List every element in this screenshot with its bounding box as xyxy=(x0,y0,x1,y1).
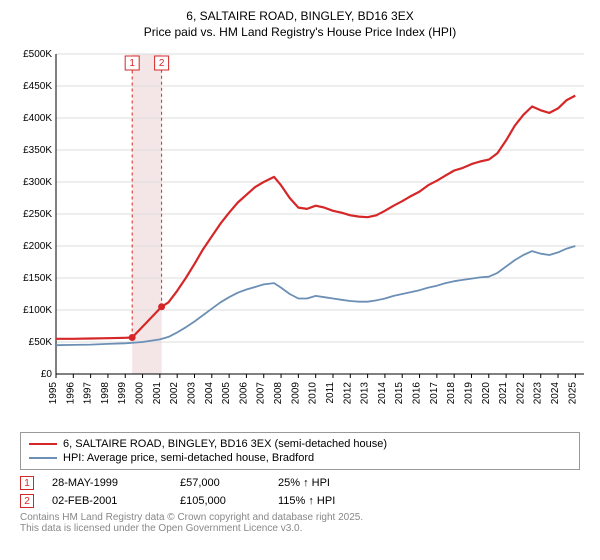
x-tick-label: 2020 xyxy=(481,382,492,405)
x-tick-label: 2004 xyxy=(204,382,215,405)
legend-swatch xyxy=(29,443,57,445)
x-tick-label: 2022 xyxy=(515,382,526,405)
legend-label: 6, SALTAIRE ROAD, BINGLEY, BD16 3EX (sem… xyxy=(63,438,387,450)
x-tick-label: 2019 xyxy=(463,382,474,405)
x-tick-label: 2013 xyxy=(360,382,371,405)
x-tick-label: 1995 xyxy=(48,382,59,405)
x-tick-label: 2009 xyxy=(290,382,301,405)
x-tick-label: 1998 xyxy=(100,382,111,405)
x-tick-label: 1996 xyxy=(65,382,76,405)
x-tick-label: 2008 xyxy=(273,382,284,405)
x-tick-label: 2015 xyxy=(394,382,405,405)
y-tick-label: £0 xyxy=(41,369,53,380)
chart-title: 6, SALTAIRE ROAD, BINGLEY, BD16 3EX Pric… xyxy=(10,8,590,40)
y-tick-label: £500K xyxy=(23,49,52,60)
y-tick-label: £150K xyxy=(23,273,52,284)
marker-badge-label: 2 xyxy=(159,58,165,69)
datapoint-price: £57,000 xyxy=(180,477,260,489)
x-tick-label: 1999 xyxy=(117,382,128,405)
y-tick-label: £350K xyxy=(23,145,52,156)
legend-item: 6, SALTAIRE ROAD, BINGLEY, BD16 3EX (sem… xyxy=(29,437,571,451)
datapoint-row: 1 28-MAY-1999 £57,000 25% ↑ HPI xyxy=(20,474,580,492)
y-tick-label: £250K xyxy=(23,209,52,220)
x-tick-label: 2025 xyxy=(567,382,578,405)
x-tick-label: 2021 xyxy=(498,382,509,405)
x-tick-label: 2001 xyxy=(152,382,163,405)
datapoint-delta: 115% ↑ HPI xyxy=(278,495,335,507)
x-tick-label: 1997 xyxy=(83,382,94,405)
x-tick-label: 2024 xyxy=(550,382,561,405)
marker-badge-label: 1 xyxy=(129,58,135,69)
y-tick-label: £450K xyxy=(23,81,52,92)
datapoint-price: £105,000 xyxy=(180,495,260,507)
x-tick-label: 2017 xyxy=(429,382,440,405)
y-tick-label: £400K xyxy=(23,113,52,124)
y-tick-label: £200K xyxy=(23,241,52,252)
datapoint-table: 1 28-MAY-1999 £57,000 25% ↑ HPI 2 02-FEB-2001… xyxy=(20,474,580,510)
datapoint-delta: 25% ↑ HPI xyxy=(278,477,330,489)
title-line-2: Price paid vs. HM Land Registry's House … xyxy=(10,24,590,40)
x-tick-label: 2012 xyxy=(342,382,353,405)
datapoint-badge: 2 xyxy=(20,494,34,508)
x-tick-label: 2003 xyxy=(186,382,197,405)
x-tick-label: 2011 xyxy=(325,382,336,404)
legend-label: HPI: Average price, semi-detached house,… xyxy=(63,452,314,464)
x-tick-label: 2023 xyxy=(533,382,544,405)
x-tick-label: 2002 xyxy=(169,382,180,405)
x-tick-label: 2014 xyxy=(377,382,388,405)
x-tick-label: 2007 xyxy=(256,382,267,405)
line-chart-svg: £0 £50K £100K £150K £200K £250K £300K £350K £400… xyxy=(10,46,590,426)
footer-line: This data is licensed under the Open Gov… xyxy=(20,523,580,534)
legend: 6, SALTAIRE ROAD, BINGLEY, BD16 3EX (sem… xyxy=(20,432,580,470)
legend-swatch xyxy=(29,457,57,459)
x-tick-label: 2006 xyxy=(238,382,249,405)
x-tick-label: 2016 xyxy=(412,382,423,405)
x-tick-label: 2000 xyxy=(135,382,146,405)
x-tick-label: 2005 xyxy=(221,382,232,405)
datapoint-date: 02-FEB-2001 xyxy=(52,495,162,507)
footer-attribution: Contains HM Land Registry data © Crown c… xyxy=(20,512,580,534)
y-tick-label: £100K xyxy=(23,305,52,316)
title-line-1: 6, SALTAIRE ROAD, BINGLEY, BD16 3EX xyxy=(10,8,590,24)
datapoint-date: 28-MAY-1999 xyxy=(52,477,162,489)
y-tick-label: £50K xyxy=(29,337,53,348)
footer-line: Contains HM Land Registry data © Crown c… xyxy=(20,512,580,523)
y-tick-label: £300K xyxy=(23,177,52,188)
x-tick-label: 2010 xyxy=(308,382,319,405)
datapoint-badge: 1 xyxy=(20,476,34,490)
datapoint-row: 2 02-FEB-2001 £105,000 115% ↑ HPI xyxy=(20,492,580,510)
legend-item: HPI: Average price, semi-detached house,… xyxy=(29,451,571,465)
chart-area: £0 £50K £100K £150K £200K £250K £300K £350K £400… xyxy=(10,46,590,426)
x-tick-label: 2018 xyxy=(446,382,457,405)
figure: 6, SALTAIRE ROAD, BINGLEY, BD16 3EX Pric… xyxy=(0,0,600,560)
